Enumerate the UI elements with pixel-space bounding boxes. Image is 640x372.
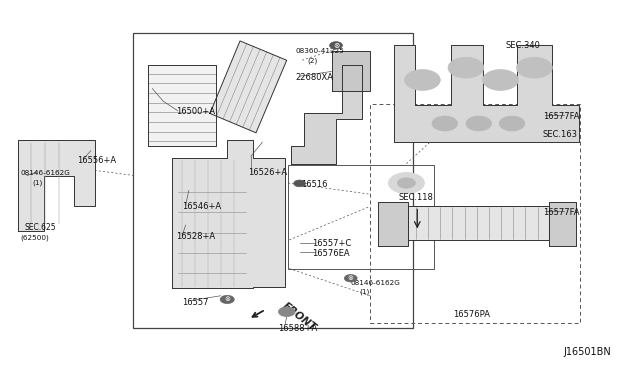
Polygon shape [408, 206, 549, 240]
Text: 16556+A: 16556+A [77, 156, 116, 165]
Text: 16576PA: 16576PA [453, 310, 490, 319]
Text: (1): (1) [32, 179, 42, 186]
Text: (1): (1) [360, 289, 370, 295]
Circle shape [404, 70, 440, 90]
Text: 22680XA: 22680XA [296, 73, 333, 82]
Text: (2): (2) [307, 57, 317, 64]
Text: ⊗: ⊗ [224, 296, 230, 302]
Text: FRONT: FRONT [280, 301, 318, 333]
Polygon shape [210, 41, 287, 133]
Circle shape [499, 116, 525, 131]
Polygon shape [394, 45, 579, 142]
Circle shape [278, 307, 295, 317]
Circle shape [516, 57, 552, 78]
Polygon shape [172, 140, 285, 288]
Text: 16577FA: 16577FA [543, 112, 579, 121]
Text: 08360-41225: 08360-41225 [296, 48, 344, 54]
Text: SEC.163: SEC.163 [543, 130, 578, 139]
Text: 08146-6162G: 08146-6162G [351, 280, 401, 286]
Text: ⊗: ⊗ [333, 41, 339, 50]
Text: SEC.118: SEC.118 [398, 193, 433, 202]
Circle shape [294, 180, 305, 187]
Text: 16557+C: 16557+C [312, 239, 351, 248]
Circle shape [330, 42, 342, 49]
Text: 16588+A: 16588+A [278, 324, 317, 333]
Text: 16526+A: 16526+A [248, 169, 287, 177]
Text: 16576EA: 16576EA [312, 249, 350, 258]
Text: SEC.340: SEC.340 [506, 41, 540, 50]
Polygon shape [332, 51, 370, 91]
Text: J16501BN: J16501BN [563, 347, 611, 356]
Circle shape [466, 116, 492, 131]
Polygon shape [378, 202, 408, 246]
Circle shape [432, 116, 458, 131]
Circle shape [483, 70, 518, 90]
Circle shape [397, 178, 415, 188]
Text: 16577FA: 16577FA [543, 208, 579, 217]
Bar [133, 33, 413, 328]
Polygon shape [549, 202, 576, 246]
Text: 08146-6162G: 08146-6162G [20, 170, 70, 176]
Text: 16516: 16516 [301, 180, 327, 189]
Circle shape [344, 275, 357, 282]
Polygon shape [291, 65, 362, 164]
Polygon shape [148, 65, 216, 146]
Circle shape [448, 57, 484, 78]
Bar [370, 104, 580, 323]
Text: (62500): (62500) [20, 234, 49, 241]
Text: SEC.625: SEC.625 [24, 223, 56, 232]
Circle shape [220, 295, 234, 304]
Text: 16546+A: 16546+A [182, 202, 221, 211]
Text: ⊗: ⊗ [348, 275, 354, 281]
Text: 16557: 16557 [182, 298, 209, 307]
Circle shape [388, 173, 424, 193]
Polygon shape [18, 140, 95, 231]
Bar [288, 165, 434, 269]
Text: 16528+A: 16528+A [176, 232, 215, 241]
Text: 16500+A: 16500+A [176, 107, 215, 116]
